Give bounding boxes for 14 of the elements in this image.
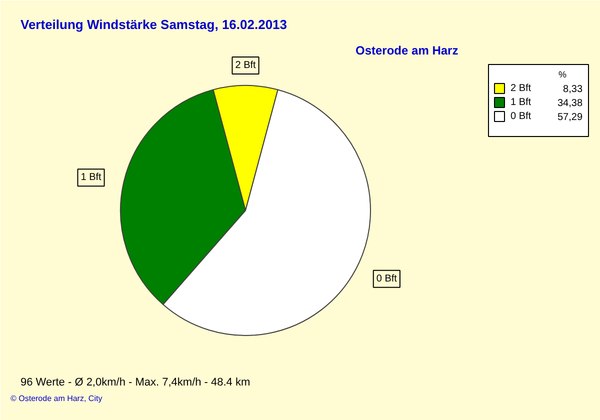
chart-title: Verteilung Windstärke Samstag, 16.02.2013 — [20, 17, 288, 32]
slice-label: 2 Bft — [235, 60, 256, 71]
data-label: 57,29 — [557, 112, 583, 123]
text: 96 Werte - Ø 2,0km/h - Max. 7,4km/h - 48.4 km — [20, 376, 250, 388]
legend-label: 0 Bft — [510, 111, 532, 122]
data-label: 8,33 — [563, 84, 583, 95]
slice-label: 0 Bft — [376, 273, 398, 284]
text: © Osterode am Harz, City — [10, 394, 102, 403]
slice-label: 1 Bft — [80, 172, 102, 184]
data-label: 34,38 — [557, 98, 583, 109]
legend-label: 2 Bft — [510, 83, 532, 94]
chart-subtitle: Osterode am Harz — [356, 44, 458, 58]
legend-label: 1 Bft — [510, 97, 532, 108]
legend-title: % — [558, 70, 567, 80]
